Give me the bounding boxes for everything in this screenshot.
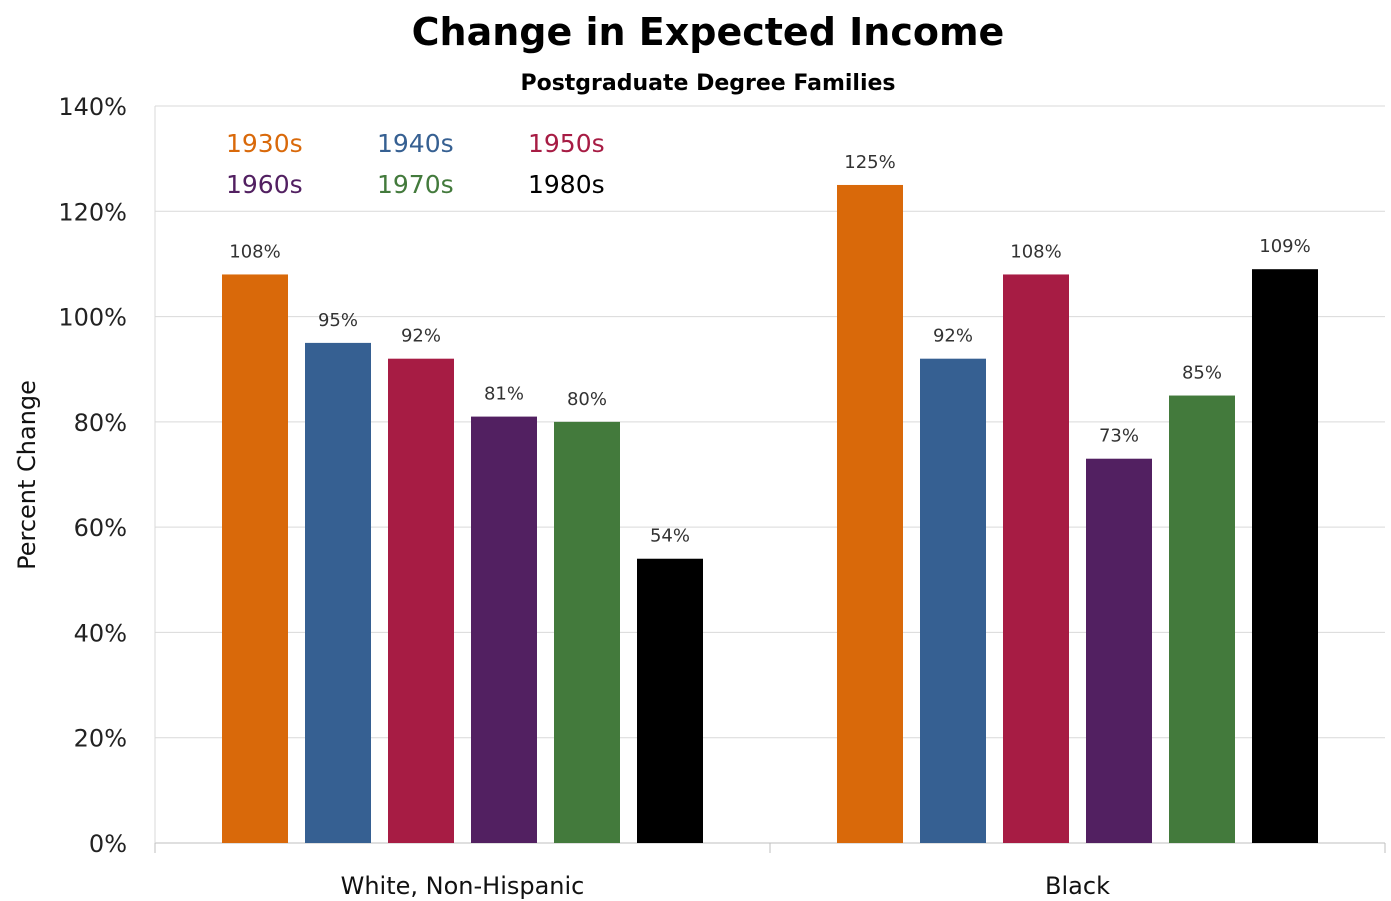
x-category-label: Black <box>1045 872 1110 900</box>
y-tick-label: 120% <box>58 198 127 226</box>
data-label: 85% <box>1182 363 1222 384</box>
bar-1950s-1 <box>1003 274 1069 843</box>
bars <box>222 184 1318 843</box>
legend-entry-1930s: 1930s <box>226 129 303 158</box>
bar-1930s-1 <box>837 184 903 843</box>
y-tick-label: 40% <box>74 619 127 647</box>
data-label: 95% <box>318 310 358 331</box>
y-axis-label: Percent Change <box>13 380 41 570</box>
x-axis-categories: White, Non-Hispanic Black <box>341 872 1110 900</box>
data-label: 54% <box>650 526 690 547</box>
y-axis-ticks: 0% 20% 40% 60% 80% 100% 120% 140% <box>58 93 127 858</box>
legend-entry-1950s: 1950s <box>528 129 605 158</box>
y-tick-label: 60% <box>74 514 127 542</box>
chart-title: Change in Expected Income <box>412 10 1005 54</box>
legend-entry-1940s: 1940s <box>377 129 454 158</box>
data-labels: 108% 95% 92% 81% 80% 54% 125% 92% 108% 73% 85% 109% <box>229 152 1310 547</box>
bar-1930s-0 <box>222 274 288 843</box>
y-tick-label: 80% <box>74 409 127 437</box>
legend-entry-1980s: 1980s <box>528 170 605 199</box>
y-tick-label: 140% <box>58 93 127 121</box>
data-label: 108% <box>229 241 280 262</box>
legend-entry-1960s: 1960s <box>226 170 303 199</box>
data-label: 92% <box>933 326 973 347</box>
bar-1970s-0 <box>554 421 620 843</box>
data-label: 125% <box>844 152 895 173</box>
chart-subtitle: Postgraduate Degree Families <box>520 71 895 96</box>
bar-1960s-0 <box>471 416 537 843</box>
legend: 1930s 1940s 1950s 1960s 1970s 1980s <box>226 129 605 199</box>
bar-1980s-0 <box>637 558 703 843</box>
x-category-label: White, Non-Hispanic <box>341 872 585 900</box>
bar-1960s-1 <box>1086 458 1152 843</box>
data-label: 108% <box>1010 241 1061 262</box>
bar-1970s-1 <box>1169 395 1235 843</box>
data-label: 92% <box>401 326 441 347</box>
bar-1940s-0 <box>305 342 371 843</box>
bar-1980s-1 <box>1252 269 1318 843</box>
data-label: 81% <box>484 384 524 405</box>
legend-entry-1970s: 1970s <box>377 170 454 199</box>
data-label: 80% <box>567 389 607 410</box>
y-tick-label: 20% <box>74 725 127 753</box>
data-label: 109% <box>1259 236 1310 257</box>
bar-1950s-0 <box>388 358 454 843</box>
y-tick-label: 100% <box>58 304 127 332</box>
data-label: 73% <box>1099 426 1139 447</box>
bar-1940s-1 <box>920 358 986 843</box>
y-tick-label: 0% <box>89 830 127 858</box>
